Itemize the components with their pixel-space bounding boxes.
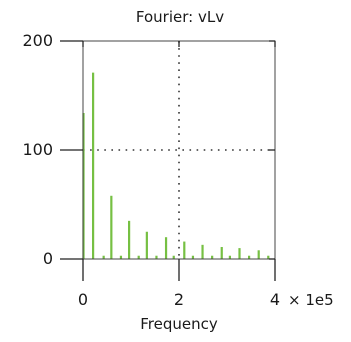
bars [82,72,270,259]
x-axis-label: Frequency [140,315,218,333]
x-tick-label: 4 [270,290,280,309]
x-axis-multiplier: × 1e5 [288,291,334,309]
x-tick-label: 2 [174,290,184,309]
axis-ticks: 0 100 200 0 2 4 [22,31,280,309]
chart-title: Fourier: vLv [136,8,224,26]
y-tick-label: 100 [22,140,53,159]
y-tick-label: 0 [43,249,53,268]
grid-lines [83,41,275,259]
y-tick-label: 200 [22,31,53,50]
x-tick-label: 0 [78,290,88,309]
